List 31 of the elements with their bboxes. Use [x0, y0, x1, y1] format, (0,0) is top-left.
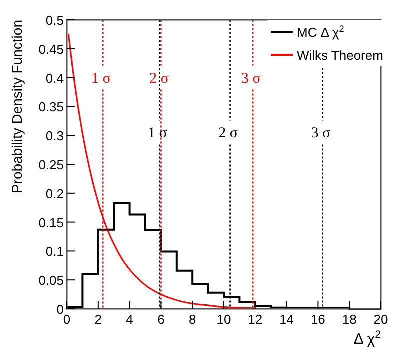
x-tick-label: 12: [248, 312, 263, 327]
y-tick-label: 0.35: [38, 100, 64, 115]
x-tick-label: 18: [342, 312, 357, 327]
y-tick-label: 0.2: [46, 186, 64, 202]
y-tick-label: 0: [56, 302, 64, 317]
legend-label: MC Δ χ$^{2}$: [297, 24, 344, 40]
y-tick-label: 0.4: [46, 70, 64, 86]
y-axis-title: Probability Density Function: [9, 20, 25, 194]
ref-line-label: 1 σ: [91, 70, 111, 87]
y-tick-label: 0.25: [38, 158, 64, 172]
x-tick-label: 16: [310, 312, 326, 327]
legend-label: Wilks Theorem: [297, 48, 384, 63]
ref-line-label: 2 σ: [218, 126, 238, 142]
ref-line-label: 3 σ: [311, 126, 331, 142]
x-tick-label: 10: [216, 312, 232, 327]
y-tick-label: 0.15: [38, 215, 64, 230]
ref-line-label: 1 σ: [148, 126, 168, 142]
x-axis-title: Δ χ$^{2}$: [354, 329, 382, 348]
y-tick-label: 0.5: [46, 13, 64, 28]
x-tick-label: 4: [126, 312, 134, 327]
x-tick-label: 8: [188, 312, 196, 327]
x-tick-label: 2: [94, 312, 102, 327]
y-tick-label: 0.1: [46, 244, 64, 260]
ref-line-label: 2 σ: [150, 70, 169, 87]
y-tick-label: 0.3: [46, 128, 64, 144]
x-tick-label: 6: [158, 312, 165, 327]
x-tick-label: 20: [374, 312, 388, 327]
x-tick-label: 14: [280, 312, 294, 327]
y-tick-label: 0.05: [38, 273, 64, 288]
y-tick-label: 0.45: [38, 42, 64, 57]
ref-line-label: 3 σ: [241, 70, 261, 87]
